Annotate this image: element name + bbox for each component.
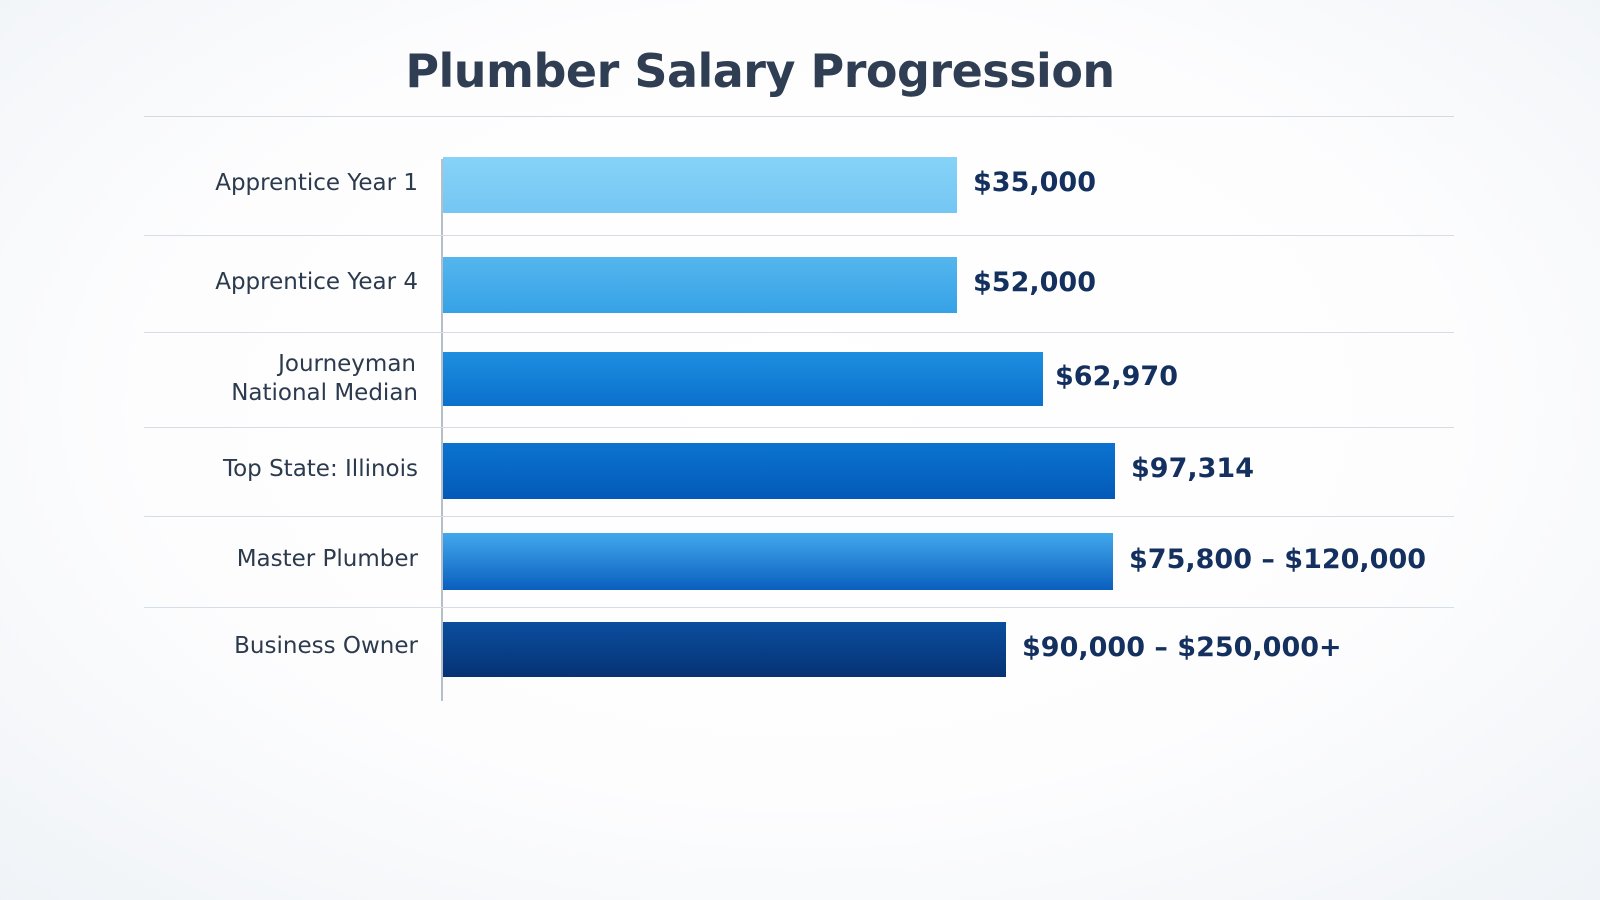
row-divider bbox=[144, 235, 1454, 236]
salary-bar bbox=[443, 443, 1115, 499]
category-label-line: Apprentice Year 4 bbox=[215, 269, 418, 295]
category-label: Apprentice Year 4 bbox=[215, 268, 418, 297]
value-label: $52,000 bbox=[973, 267, 1096, 298]
category-label: Business Owner bbox=[234, 632, 418, 661]
chart-title: Plumber Salary Progression bbox=[405, 44, 1115, 98]
row-divider bbox=[144, 427, 1454, 428]
category-label: Journeyman National Median bbox=[231, 350, 418, 408]
salary-bar bbox=[443, 257, 957, 313]
category-label-line: Apprentice Year 1 bbox=[215, 170, 418, 196]
y-axis-line bbox=[441, 159, 443, 701]
bar-row: Apprentice Year 4 $52,000 bbox=[144, 236, 1454, 333]
value-label: $62,970 bbox=[1055, 361, 1178, 392]
category-label-line: National Median bbox=[231, 380, 418, 406]
salary-bar bbox=[443, 352, 1043, 406]
salary-bar bbox=[443, 622, 1006, 677]
row-divider bbox=[144, 607, 1454, 608]
bar-row: Master Plumber $75,800 – $120,000 bbox=[144, 517, 1454, 608]
category-label: Apprentice Year 1 bbox=[215, 169, 418, 198]
bar-chart: Apprentice Year 1 $35,000 Apprentice Year … bbox=[144, 117, 1454, 702]
value-label: $35,000 bbox=[973, 167, 1096, 198]
value-label: $75,800 – $120,000 bbox=[1129, 543, 1427, 575]
bar-row: Apprentice Year 1 $35,000 bbox=[144, 117, 1454, 236]
title-divider bbox=[144, 116, 1454, 117]
category-label-line: Business Owner bbox=[234, 633, 418, 659]
salary-bar bbox=[443, 157, 957, 213]
category-label: Master Plumber bbox=[237, 545, 418, 574]
value-label: $97,314 bbox=[1131, 453, 1254, 484]
bar-row: Business Owner $90,000 – $250,000+ bbox=[144, 608, 1454, 702]
salary-bar bbox=[443, 533, 1113, 590]
value-label: $90,000 – $250,000+ bbox=[1022, 631, 1342, 663]
bar-row: Top State: Illinois $97,314 bbox=[144, 428, 1454, 517]
category-label-line: Master Plumber bbox=[236, 546, 418, 572]
row-divider bbox=[144, 516, 1454, 517]
category-label-line: Journeyman bbox=[278, 351, 416, 377]
row-divider bbox=[144, 332, 1454, 333]
category-label: Top State: Illinois bbox=[223, 455, 418, 484]
bar-row: Journeyman National Median $62,970 bbox=[144, 333, 1454, 428]
category-label-line: Top State: Illinois bbox=[222, 456, 418, 482]
